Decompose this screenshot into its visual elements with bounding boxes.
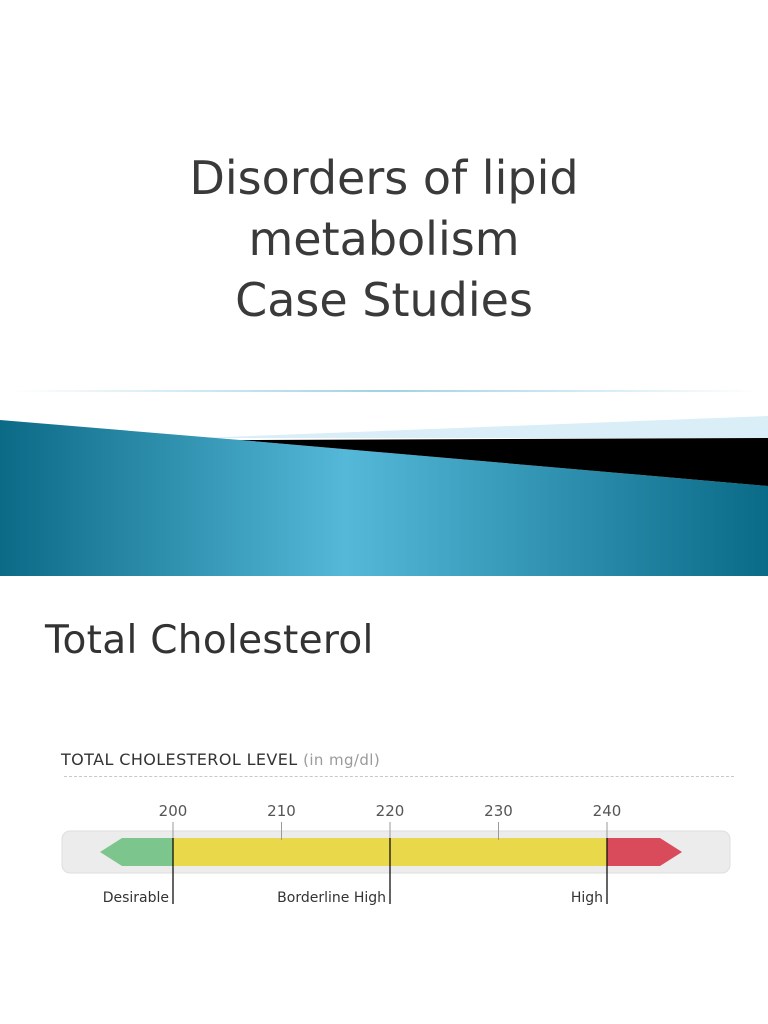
tick-label: 200 [159,802,188,820]
cholesterol-gauge: 200 210 220 230 240 Desirable Borderline High H… [61,802,731,906]
range-label: Borderline High [277,890,386,906]
banner-pale-band [200,416,768,438]
banner-black-band [240,438,768,486]
range-label: High [571,890,603,906]
high-segment [607,838,682,866]
scale-unit: (in mg/dl) [303,751,381,769]
tick-label: 220 [376,802,405,820]
desirable-segment [100,838,173,866]
dashed-divider [64,776,734,777]
section-title: Total Cholesterol [45,618,374,663]
title-line-3: Case Studies [235,273,533,327]
cholesterol-slide: Total Cholesterol TOTAL CHOLESTEROL LEVE… [0,576,768,1024]
tick-label: 230 [484,802,513,820]
scale-heading: TOTAL CHOLESTEROL LEVEL (in mg/dl) [61,750,380,769]
tick-label: 240 [593,802,622,820]
slide-title: Disorders of lipid metabolism Case Studi… [0,148,768,331]
banner-thin-line [10,390,760,392]
title-slide: Disorders of lipid metabolism Case Studi… [0,148,768,576]
title-line-1: Disorders of lipid [189,151,579,205]
range-label: Desirable [103,890,169,906]
decorative-banner [0,390,768,576]
tick-label: 210 [267,802,296,820]
scale-heading-text: TOTAL CHOLESTEROL LEVEL [61,750,298,769]
title-line-2: metabolism [248,212,520,266]
banner-blue-band [0,420,768,576]
